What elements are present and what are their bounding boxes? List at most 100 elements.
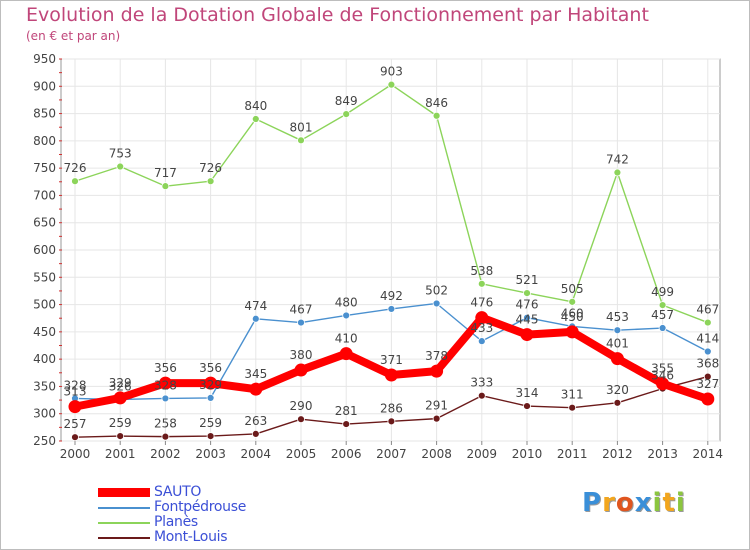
data-label: 476 <box>516 298 539 312</box>
series-plan-s <box>71 80 712 327</box>
chart-subtitle: (en € et par an) <box>26 29 121 43</box>
x-tick-label: 2006 <box>331 447 362 461</box>
data-point <box>477 391 486 400</box>
data-label: 450 <box>561 310 584 324</box>
data-label: 311 <box>561 388 584 402</box>
data-point <box>701 392 715 406</box>
data-point <box>297 136 305 145</box>
data-label: 314 <box>516 386 539 400</box>
data-point <box>161 182 170 191</box>
data-point <box>432 111 441 120</box>
y-tick-label: 800 <box>33 134 56 148</box>
data-label: 476 <box>470 296 493 310</box>
data-label: 457 <box>651 308 674 322</box>
data-point <box>613 398 622 407</box>
data-label: 333 <box>470 376 493 390</box>
data-point <box>71 177 79 186</box>
data-point <box>206 393 215 402</box>
data-point <box>251 115 260 123</box>
data-point <box>342 311 351 320</box>
data-label: 345 <box>244 367 267 381</box>
data-label: 329 <box>199 378 222 392</box>
data-point <box>658 324 667 332</box>
legend-swatch <box>98 507 150 509</box>
x-tick-label: 2000 <box>60 447 91 461</box>
data-point <box>204 376 218 390</box>
x-tick-label: 2003 <box>195 447 226 461</box>
y-tick-label: 300 <box>33 407 56 421</box>
data-point <box>342 110 351 119</box>
y-tick-label: 650 <box>33 216 56 230</box>
data-point <box>387 80 396 89</box>
data-point <box>387 417 396 426</box>
data-point <box>387 305 396 313</box>
chart-title: Evolution de la Dotation Globale de Fonc… <box>26 4 649 26</box>
data-point <box>656 377 670 391</box>
data-label: 445 <box>516 313 539 327</box>
brand-letter: i <box>652 488 663 518</box>
data-point <box>703 347 712 356</box>
brand-letter: o <box>615 488 635 518</box>
data-label: 286 <box>380 401 403 415</box>
brand-letter: i <box>675 488 686 518</box>
data-label: 505 <box>561 282 584 296</box>
brand-letter: P <box>582 488 603 518</box>
data-label: 433 <box>470 321 493 335</box>
data-point <box>520 328 534 342</box>
legend-swatch <box>98 522 150 524</box>
y-tick-label: 400 <box>33 352 56 366</box>
data-point <box>116 162 125 171</box>
data-label: 356 <box>154 361 177 375</box>
legend-label: Fontpédrouse <box>154 499 247 515</box>
data-point <box>430 364 444 378</box>
y-tick-label: 600 <box>33 243 56 257</box>
data-label: 291 <box>425 399 448 413</box>
data-point <box>206 177 215 186</box>
x-tick-label: 2008 <box>421 447 452 461</box>
data-label: 521 <box>516 273 539 287</box>
legend-label: Planès <box>154 514 198 530</box>
legend-label: Mont-Louis <box>154 529 228 545</box>
data-label: 259 <box>199 416 222 430</box>
data-point <box>432 299 441 308</box>
data-label: 414 <box>696 332 719 346</box>
data-label: 480 <box>335 295 358 309</box>
y-tick-label: 550 <box>33 270 56 284</box>
data-label: 499 <box>651 285 674 299</box>
x-tick-label: 2010 <box>512 447 543 461</box>
data-label: 492 <box>380 289 403 303</box>
data-point <box>161 432 170 441</box>
data-point <box>251 430 260 438</box>
data-label: 290 <box>290 399 313 413</box>
data-label: 474 <box>244 299 267 313</box>
brand-logo: Proxiti <box>582 488 686 518</box>
data-label: 410 <box>335 332 358 346</box>
data-label: 258 <box>154 417 177 431</box>
x-tick-label: 2005 <box>286 447 317 461</box>
x-tick-label: 2014 <box>693 447 724 461</box>
x-tick-label: 2001 <box>105 447 136 461</box>
brand-letter: r <box>602 488 616 518</box>
data-label: 401 <box>606 337 629 351</box>
data-point <box>294 363 308 377</box>
y-tick-label: 250 <box>33 434 56 448</box>
data-point <box>158 376 172 390</box>
x-tick-label: 2009 <box>467 447 498 461</box>
data-label: 328 <box>64 378 87 392</box>
x-tick-label: 2004 <box>241 447 272 461</box>
data-label: 356 <box>199 361 222 375</box>
data-point <box>432 414 441 423</box>
data-label: 380 <box>290 348 313 362</box>
data-label: 903 <box>380 65 403 79</box>
data-point <box>523 313 531 322</box>
data-point <box>342 420 351 428</box>
x-tick-label: 2013 <box>647 447 678 461</box>
data-point <box>339 347 353 361</box>
data-label: 259 <box>109 416 132 430</box>
data-point <box>71 433 79 442</box>
data-label: 355 <box>651 362 674 376</box>
data-point <box>297 318 305 327</box>
legend-label: SAUTO <box>154 484 202 500</box>
data-label: 717 <box>154 166 177 180</box>
